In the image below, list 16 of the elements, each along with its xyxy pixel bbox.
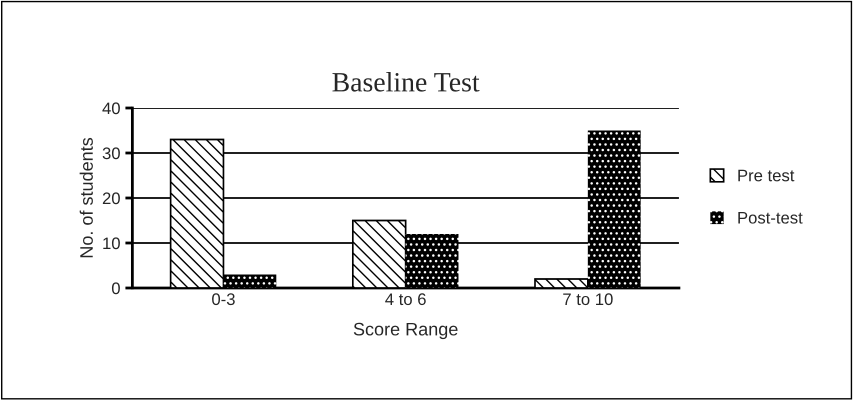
y-axis-title: No. of students	[80, 138, 93, 258]
y-tick-label: 30	[102, 147, 120, 160]
x-tick-label: 0-3	[212, 293, 235, 306]
y-tick-label: 20	[102, 192, 120, 204]
legend-label: Pre test	[738, 170, 794, 182]
x-tick-label: 4 to 6	[385, 293, 426, 306]
legend-label: Post-test	[738, 212, 803, 224]
chart-title: Baseline Test	[332, 72, 480, 92]
y-tick-label: 0	[112, 282, 120, 294]
y-tick-label: 10	[103, 237, 120, 250]
x-axis-title: Score Range	[354, 322, 458, 340]
y-tick-label: 40	[102, 102, 120, 114]
bar	[223, 274, 276, 288]
bar	[588, 130, 641, 288]
x-tick-label: 7 to 10	[563, 293, 613, 306]
bar	[406, 234, 458, 288]
